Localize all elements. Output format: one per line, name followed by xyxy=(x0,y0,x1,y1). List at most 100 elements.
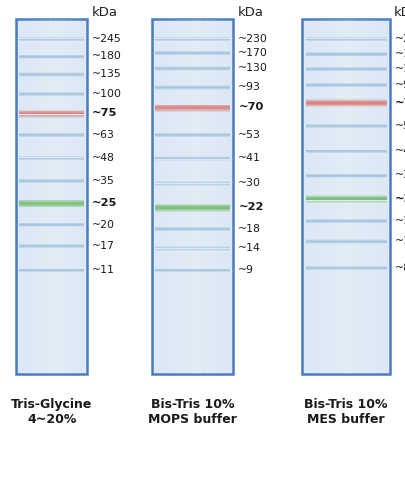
Bar xyxy=(329,19,334,374)
Bar xyxy=(19,112,84,113)
Bar xyxy=(19,207,84,208)
Bar xyxy=(305,195,386,196)
Bar xyxy=(233,19,237,374)
Bar xyxy=(305,107,386,108)
Bar xyxy=(156,19,160,374)
Bar xyxy=(302,19,306,374)
Text: ~9: ~9 xyxy=(238,264,254,275)
Bar xyxy=(199,19,203,374)
Text: ~135: ~135 xyxy=(92,69,122,79)
Bar xyxy=(305,104,386,105)
Text: ~72: ~72 xyxy=(394,97,405,108)
Text: ~245: ~245 xyxy=(92,34,122,44)
Bar xyxy=(155,105,230,106)
Bar xyxy=(339,19,343,374)
Bar xyxy=(155,106,230,107)
Bar xyxy=(50,19,53,374)
Bar xyxy=(155,206,230,207)
Bar xyxy=(68,19,72,374)
Text: ~18: ~18 xyxy=(394,216,405,226)
Bar xyxy=(315,19,320,374)
Bar xyxy=(177,19,181,374)
Text: Bis-Tris 10%
MES buffer: Bis-Tris 10% MES buffer xyxy=(304,398,387,426)
Bar xyxy=(352,19,356,374)
Bar xyxy=(155,208,230,209)
Bar xyxy=(371,19,375,374)
Bar xyxy=(379,19,384,374)
Text: ~31: ~31 xyxy=(394,170,405,180)
Bar xyxy=(19,118,84,119)
Bar xyxy=(182,19,186,374)
Bar xyxy=(216,19,220,374)
Bar xyxy=(155,209,230,210)
Bar xyxy=(220,19,224,374)
Bar xyxy=(211,19,215,374)
Text: ~93: ~93 xyxy=(238,83,260,92)
Bar xyxy=(389,19,393,374)
Bar xyxy=(19,116,84,117)
Text: ~240: ~240 xyxy=(394,34,405,44)
Bar xyxy=(61,19,64,374)
Bar xyxy=(302,19,389,374)
Bar xyxy=(347,19,352,374)
Bar xyxy=(19,202,84,203)
Text: ~170: ~170 xyxy=(238,48,268,58)
Text: ~41: ~41 xyxy=(238,154,260,163)
Bar xyxy=(375,19,379,374)
Bar xyxy=(305,103,386,104)
Text: ~100: ~100 xyxy=(92,89,122,99)
Bar xyxy=(190,19,194,374)
Bar xyxy=(19,109,84,110)
Text: kDa: kDa xyxy=(393,5,405,19)
Bar xyxy=(343,19,347,374)
Bar xyxy=(87,19,91,374)
Bar xyxy=(155,109,230,110)
Bar xyxy=(155,212,230,213)
Bar xyxy=(76,19,79,374)
Text: ~93: ~93 xyxy=(394,80,405,90)
Text: Tris-Glycine
4~20%: Tris-Glycine 4~20% xyxy=(11,398,92,426)
Text: ~57: ~57 xyxy=(394,121,405,131)
Bar xyxy=(38,19,42,374)
Bar xyxy=(305,200,386,201)
Text: ~75: ~75 xyxy=(92,108,117,119)
Bar xyxy=(65,19,68,374)
Bar xyxy=(19,203,84,204)
Bar xyxy=(173,19,177,374)
Bar xyxy=(334,19,338,374)
Bar xyxy=(194,19,198,374)
Bar xyxy=(366,19,370,374)
Bar xyxy=(80,19,83,374)
Text: ~180: ~180 xyxy=(92,51,122,61)
Text: ~24: ~24 xyxy=(394,193,405,204)
Bar xyxy=(155,203,230,204)
Bar xyxy=(305,203,386,204)
Bar xyxy=(305,100,386,101)
Bar xyxy=(155,107,230,108)
Bar xyxy=(186,19,190,374)
Text: ~70: ~70 xyxy=(238,102,263,112)
Text: ~25: ~25 xyxy=(92,198,117,208)
Bar xyxy=(35,19,38,374)
Bar xyxy=(207,19,211,374)
Text: ~17: ~17 xyxy=(92,241,115,251)
Bar xyxy=(160,19,164,374)
Bar xyxy=(20,19,23,374)
Text: ~30: ~30 xyxy=(238,178,261,188)
Bar xyxy=(53,19,57,374)
Bar xyxy=(72,19,76,374)
Bar xyxy=(305,197,386,198)
Bar xyxy=(155,204,230,205)
Bar xyxy=(305,98,386,99)
Bar xyxy=(19,113,84,114)
Text: kDa: kDa xyxy=(237,5,263,19)
Text: ~35: ~35 xyxy=(92,176,115,186)
Bar xyxy=(23,19,27,374)
Bar xyxy=(46,19,49,374)
Bar xyxy=(155,103,230,104)
Text: ~20: ~20 xyxy=(92,219,115,229)
Bar xyxy=(19,201,84,202)
Bar xyxy=(305,199,386,200)
Bar xyxy=(305,198,386,199)
Bar xyxy=(224,19,228,374)
